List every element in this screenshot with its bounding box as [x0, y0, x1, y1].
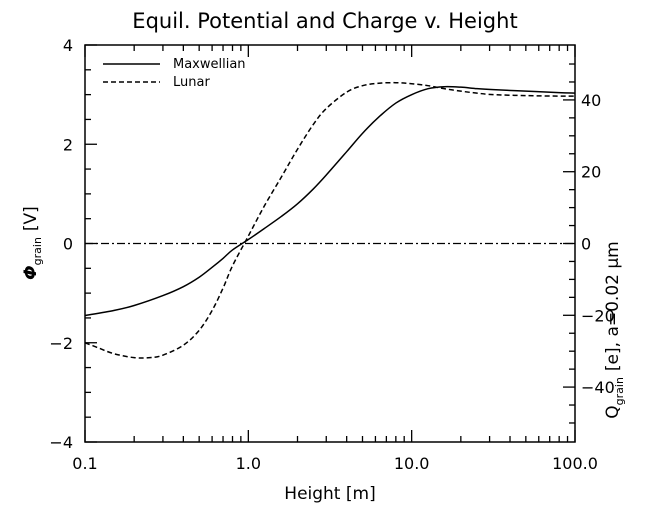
y2-axis-label-symbol: Q: [603, 405, 623, 418]
x-tick-label: 100.0: [552, 454, 598, 473]
series-line-lunar: [84, 81, 576, 359]
series-layer: [84, 81, 576, 359]
y-tick-label: −2: [49, 334, 73, 353]
y2-tick-label: 40: [581, 91, 601, 110]
y2-tick-label: −40: [581, 378, 615, 397]
y-axis-label-unit: [V]: [21, 206, 41, 231]
chart-title: Equil. Potential and Charge v. Height: [132, 9, 517, 33]
y2-tick-label: 0: [581, 235, 591, 254]
y2-axis-label-rest: [e], a=0.02 μm: [603, 241, 623, 371]
y2-tick-label: −20: [581, 306, 615, 325]
y-tick-label: 0: [63, 235, 73, 254]
y-tick-label: 4: [63, 36, 73, 55]
legend-maxwellian-label: Maxwellian: [173, 57, 246, 72]
x-tick-label: 1.0: [236, 454, 261, 473]
y2-tick-label: 20: [581, 163, 601, 182]
legend: Maxwellian Lunar: [103, 57, 246, 90]
axes-ticks: [84, 44, 576, 443]
x-tick-label: 0.1: [72, 454, 97, 473]
y-tick-label: 2: [63, 135, 73, 154]
y-axis-label: Φgrain [V]: [21, 206, 44, 280]
legend-lunar-label: Lunar: [173, 75, 210, 90]
y-tick-label: −4: [49, 433, 73, 452]
x-axis-label: Height [m]: [284, 484, 375, 504]
y2-axis-label-subscript: grain: [613, 377, 626, 405]
y-axis-label-symbol: Φ: [21, 265, 41, 279]
series-line-maxwellian: [84, 85, 576, 317]
y-axis-label-subscript: grain: [31, 237, 44, 265]
x-tick-label: 10.0: [394, 454, 430, 473]
y2-axis-label: Qgrain [e], a=0.02 μm: [603, 241, 626, 419]
